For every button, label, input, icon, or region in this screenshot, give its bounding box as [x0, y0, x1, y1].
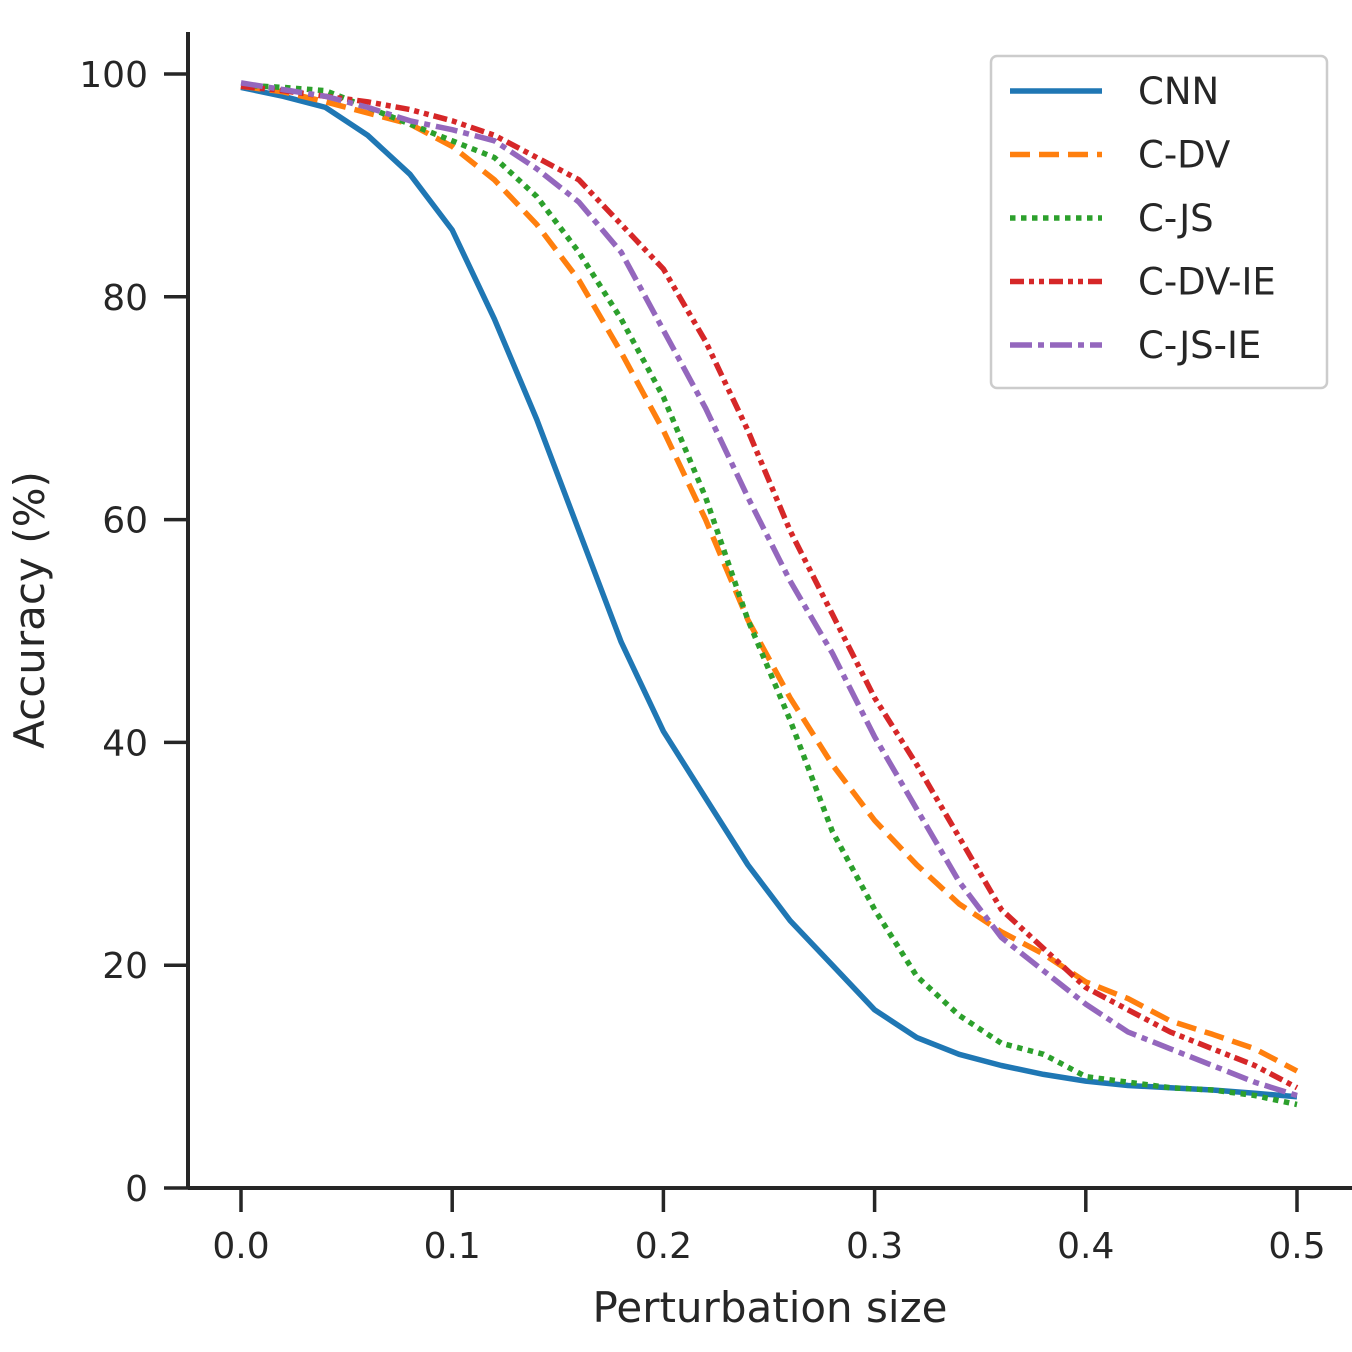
series-line-c-dv-ie: [240, 83, 1299, 1091]
series-line-c-js-ie: [240, 80, 1298, 1099]
legend-label-cnn: CNN: [1138, 70, 1219, 113]
x-tick-label: 0.5: [1268, 1226, 1325, 1267]
y-tick-label: 100: [79, 55, 148, 96]
x-ticks: 0.0 0.1 0.2 0.3 0.4 0.5: [212, 1188, 1326, 1267]
y-tick-label: 20: [102, 946, 148, 987]
legend: CNN C-DV C-JS C-DV-IE C-JS-IE: [989, 54, 1329, 390]
legend-items: CNN C-DV C-JS C-DV-IE C-JS-IE: [1010, 70, 1276, 367]
y-tick-label: 80: [102, 278, 148, 319]
legend-label-c-dv-ie: C-DV-IE: [1138, 261, 1276, 304]
series-line-c-dv: [240, 83, 1299, 1074]
y-ticks: 0 20 40 60 80 100: [79, 55, 188, 1210]
series-line-cnn: [240, 84, 1298, 1100]
legend-frame: [989, 54, 1329, 390]
legend-label-c-js-ie: C-JS-IE: [1138, 324, 1261, 367]
x-axis-title: Perturbation size: [593, 1283, 948, 1332]
x-tick-label: 0.1: [424, 1226, 481, 1267]
legend-label-c-js: C-JS: [1138, 197, 1214, 240]
series-lines: [240, 80, 1299, 1108]
y-axis-title: Accuracy (%): [5, 471, 54, 749]
y-tick-label: 0: [125, 1169, 148, 1210]
x-tick-label: 0.0: [212, 1226, 269, 1267]
x-tick-label: 0.3: [846, 1226, 903, 1267]
x-tick-label: 0.2: [635, 1226, 692, 1267]
x-tick-label: 0.4: [1057, 1226, 1114, 1267]
legend-label-c-dv: C-DV: [1138, 134, 1230, 177]
y-tick-label: 40: [102, 723, 148, 764]
y-tick-label: 60: [102, 501, 148, 542]
series-line-c-js: [240, 82, 1298, 1108]
